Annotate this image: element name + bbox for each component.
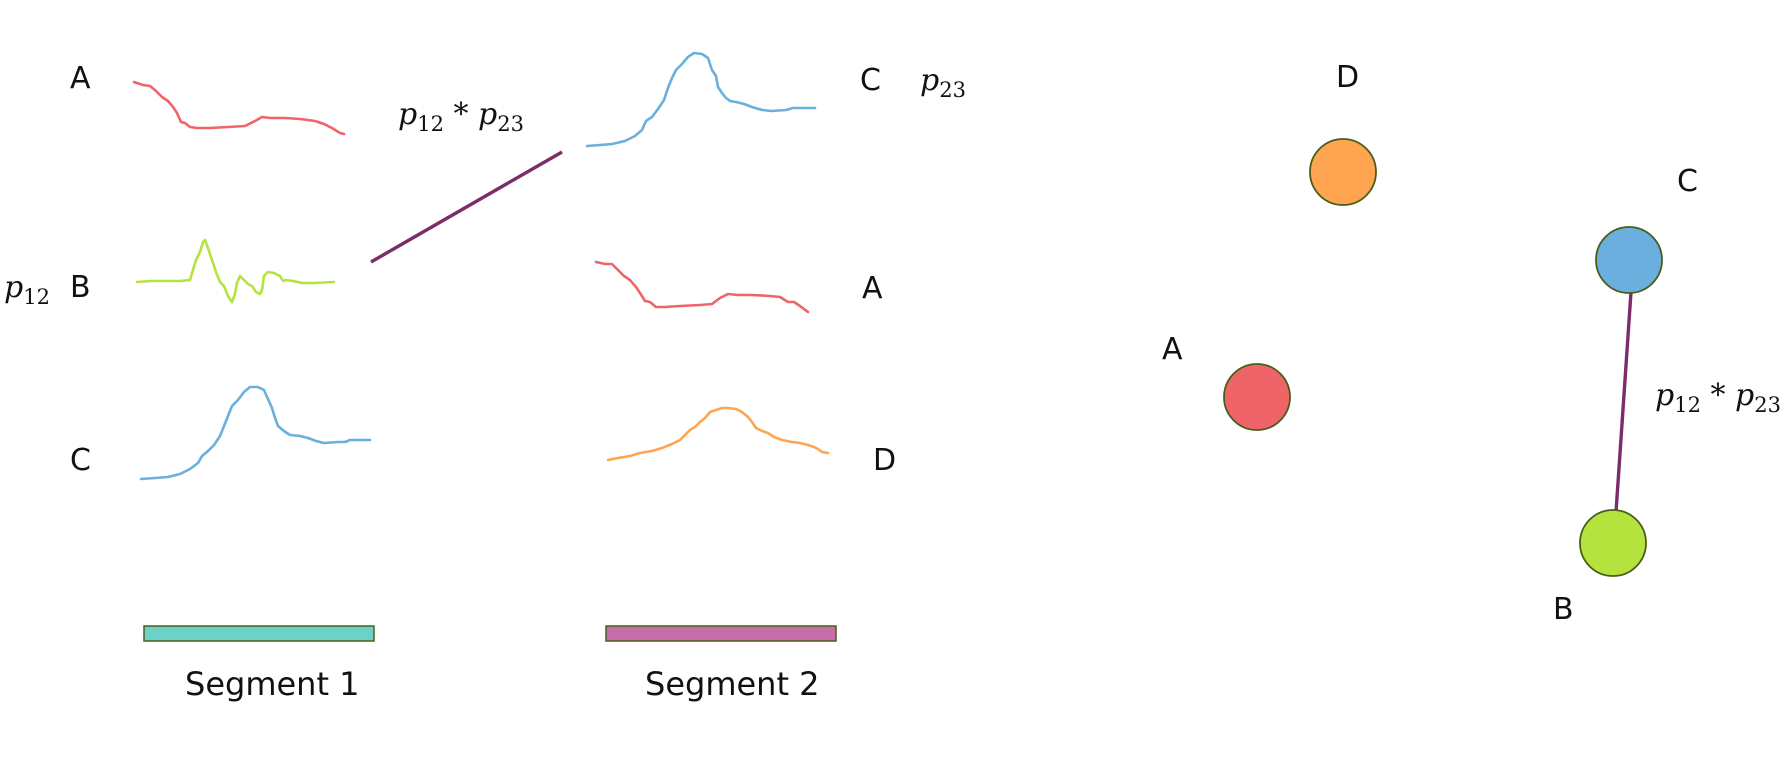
graph-edge-c-b [1614, 291, 1633, 513]
seg2-row-a-label: A [862, 271, 883, 306]
seg2-series-d [606, 406, 830, 462]
seg1-row-c-label: C [70, 443, 91, 478]
segment-link [370, 150, 563, 264]
seg1-series-b [135, 238, 336, 304]
graph-node-c-label: C [1677, 164, 1698, 199]
graph-edge-label: p12 * p23 [1655, 378, 1781, 417]
segment-1-label: Segment 1 [185, 665, 360, 703]
segment-1-panel: A p12 B C Segment 1 [4, 61, 375, 703]
graph-node-b-label: B [1553, 592, 1574, 627]
seg2-row-c-label: C [860, 63, 881, 98]
seg1-series-c [139, 385, 372, 481]
seg1-series-a [132, 80, 346, 136]
graph-node-d-label: D [1336, 60, 1359, 95]
seg2-prob-p23: p23 [920, 63, 966, 102]
seg2-series-a [594, 260, 810, 314]
seg2-row-d-label: D [873, 443, 896, 478]
segment-2-bar [605, 625, 837, 642]
graph-panel: p12 * p23 D C A B [1162, 60, 1781, 627]
graph-node-a-label: A [1162, 332, 1183, 367]
seg2-series-c [585, 51, 817, 148]
seg1-row-a-label: A [70, 61, 91, 96]
segment-2-label: Segment 2 [645, 665, 820, 703]
segment-1-bar [143, 625, 375, 642]
seg1-row-b-label: B [70, 270, 91, 305]
graph-node-a [1223, 363, 1291, 431]
graph-node-d [1309, 138, 1377, 206]
seg1-prob-p12: p12 [4, 270, 50, 309]
segment-2-panel: C p23 A D Segment 2 [585, 51, 966, 703]
graph-node-b [1579, 509, 1647, 577]
graph-node-c [1595, 226, 1663, 294]
segment-link-label: p12 * p23 [398, 97, 524, 136]
